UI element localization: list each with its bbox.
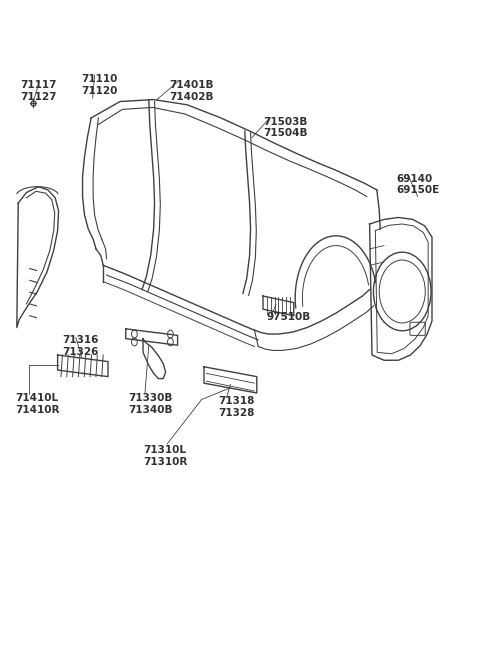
Text: 71503B
71504B: 71503B 71504B [263, 117, 308, 138]
Text: 71330B
71340B: 71330B 71340B [129, 393, 173, 415]
Text: 71110
71120: 71110 71120 [82, 74, 118, 96]
Text: 71410L
71410R: 71410L 71410R [15, 393, 60, 415]
Text: 71316
71326: 71316 71326 [62, 335, 99, 357]
Text: 71318
71328: 71318 71328 [218, 396, 255, 418]
Text: 69140
69150E: 69140 69150E [396, 174, 439, 195]
Text: 71310L
71310R: 71310L 71310R [143, 445, 187, 467]
Text: 71401B
71402B: 71401B 71402B [169, 80, 214, 102]
Text: 71117
71127: 71117 71127 [20, 80, 57, 102]
Text: 97510B: 97510B [266, 312, 311, 322]
